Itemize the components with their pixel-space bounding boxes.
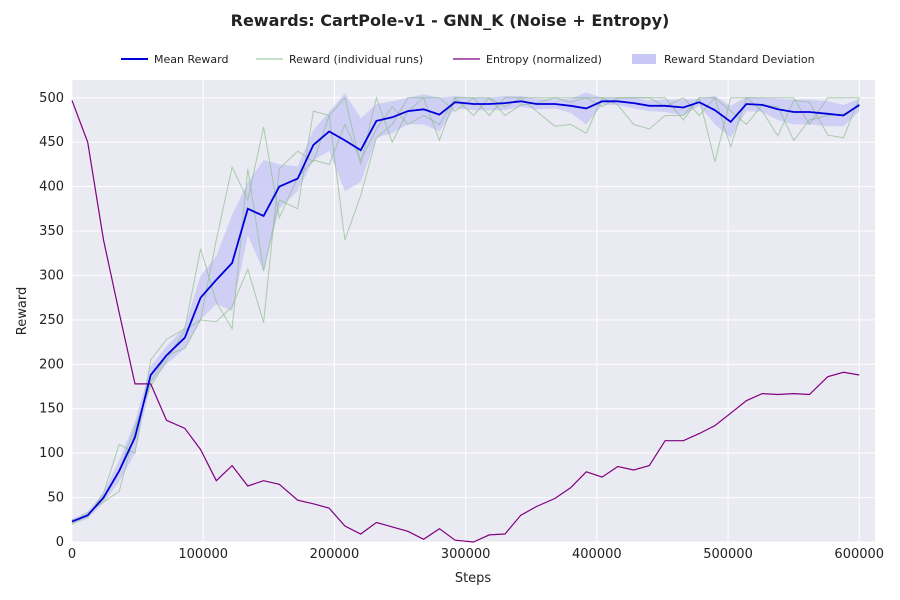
- y-tick-label: 300: [39, 268, 64, 283]
- x-tick-label: 500000: [703, 547, 753, 562]
- legend-label-entropy: Entropy (normalized): [486, 53, 602, 66]
- chart-title: Rewards: CartPole-v1 - GNN_K (Noise + En…: [231, 11, 670, 30]
- data-marks: [71, 92, 860, 543]
- x-tick-label: 0: [68, 547, 76, 562]
- y-tick-label: 400: [39, 180, 64, 195]
- x-tick-label: 400000: [572, 547, 622, 562]
- std-band: [72, 92, 860, 525]
- y-axis-label: Reward: [15, 287, 30, 335]
- x-tick-label: 200000: [310, 547, 360, 562]
- run-line-1: [71, 97, 860, 521]
- x-tick-label: 300000: [441, 547, 491, 562]
- x-axis-label: Steps: [455, 571, 492, 586]
- mean-reward-line: [71, 100, 860, 523]
- legend-swatch-std: [632, 54, 656, 64]
- y-tick-label: 50: [47, 491, 64, 506]
- y-tick-label: 150: [39, 402, 64, 417]
- legend-label-runs: Reward (individual runs): [289, 53, 423, 66]
- legend: Mean Reward Reward (individual runs) Ent…: [121, 53, 815, 66]
- x-tick-label: 100000: [178, 547, 228, 562]
- run-line-3: [71, 97, 860, 525]
- y-tick-label: 450: [39, 135, 64, 150]
- y-tick-label: 100: [39, 446, 64, 461]
- entropy-line: [71, 100, 860, 543]
- y-tick-label: 0: [56, 535, 64, 550]
- tick-labels: 0 100000 200000 300000 400000 500000 600000 0 50…: [39, 91, 884, 562]
- y-tick-label: 250: [39, 313, 64, 328]
- legend-label-mean: Mean Reward: [154, 53, 228, 66]
- legend-label-std: Reward Standard Deviation: [664, 53, 815, 66]
- y-tick-label: 350: [39, 224, 64, 239]
- y-tick-label: 500: [39, 91, 64, 106]
- x-tick-label: 600000: [834, 547, 884, 562]
- y-tick-label: 200: [39, 357, 64, 372]
